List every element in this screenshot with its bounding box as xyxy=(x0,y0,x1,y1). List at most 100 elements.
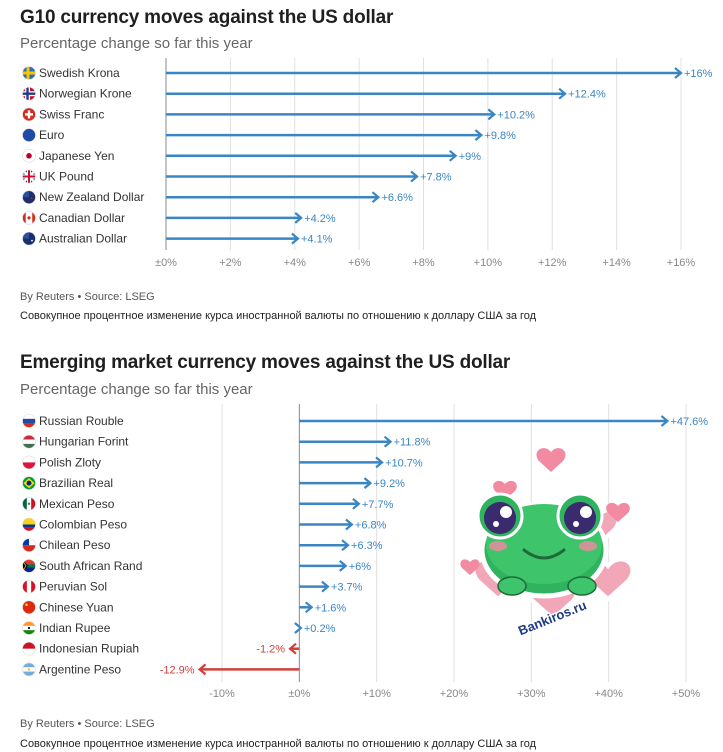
category-label: Indonesian Rupiah xyxy=(39,642,139,656)
flag-icon-pl xyxy=(22,455,36,470)
bar-row: Peruvian Sol +3.7% xyxy=(22,579,363,594)
chart-source: By Reuters • Source: LSEG xyxy=(20,291,155,303)
category-label: Mexican Peso xyxy=(39,497,115,511)
flag-icon-ch xyxy=(22,107,36,122)
category-label: Hungarian Forint xyxy=(39,435,129,449)
flag-icon-pe xyxy=(22,579,36,594)
bar-arrowhead xyxy=(474,129,484,141)
flag-icon-ru xyxy=(22,414,36,428)
value-label: -1.2% xyxy=(256,644,285,656)
category-label: Brazilian Real xyxy=(39,476,113,490)
value-label: +3.7% xyxy=(331,582,363,594)
value-label: +12.4% xyxy=(568,89,606,101)
value-label: +6.6% xyxy=(381,192,413,204)
x-tick-label: +30% xyxy=(517,688,546,700)
x-tick-label: +6% xyxy=(348,257,371,269)
x-tick-label: +10% xyxy=(362,688,391,700)
chart-subtitle: Percentage change so far this year xyxy=(20,35,253,52)
bar-row: Japanese Yen +9% xyxy=(22,149,481,163)
bar-arrowhead xyxy=(321,580,330,593)
x-tick-label: +20% xyxy=(440,688,469,700)
category-label: Swedish Krona xyxy=(39,66,120,80)
bar-row: Indonesian Rupiah -1.2% xyxy=(22,642,300,656)
flag-icon-au xyxy=(22,231,36,246)
chart-caption: Совокупное процентное изменение курса ин… xyxy=(20,738,537,750)
flag-icon-jp xyxy=(22,149,36,163)
bar-arrowhead xyxy=(558,87,567,100)
bar-arrowhead xyxy=(383,435,393,448)
bar-arrowhead xyxy=(339,560,348,572)
category-label: Canadian Dollar xyxy=(39,211,125,225)
category-label: Russian Rouble xyxy=(39,414,124,428)
flag-icon-se xyxy=(22,66,36,80)
bar-arrowhead xyxy=(371,191,381,204)
em-chart-panel: Emerging market currency moves against t… xyxy=(0,340,723,752)
category-label: Australian Dollar xyxy=(39,232,127,246)
category-label: UK Pound xyxy=(39,170,94,184)
bar-arrowhead xyxy=(294,212,303,224)
bar-row: Brazilian Real +9.2% xyxy=(22,476,405,490)
category-label: Indian Rupee xyxy=(39,621,111,635)
x-tick-label: +10% xyxy=(474,257,503,269)
flag-icon-br xyxy=(22,476,36,490)
chart-source: By Reuters • Source: LSEG xyxy=(20,718,155,730)
bar-arrowhead xyxy=(197,663,207,676)
x-tick-label: +12% xyxy=(538,257,567,269)
category-label: Peruvian Sol xyxy=(39,580,107,594)
bar-arrowhead xyxy=(660,415,670,427)
value-label: -12.9% xyxy=(160,664,195,676)
bar-row: New Zealand Dollar +6.6% xyxy=(22,190,413,204)
g10-chart-panel: G10 currency moves against the US dollar… xyxy=(0,0,723,330)
bar-row: Euro +9.8% xyxy=(22,128,516,142)
bar-arrowhead xyxy=(291,232,300,245)
x-tick-label: +50% xyxy=(672,688,701,700)
value-label: +4.2% xyxy=(304,213,336,225)
flag-icon-hu xyxy=(22,434,36,449)
flag-icon-gb xyxy=(22,169,36,184)
category-label: New Zealand Dollar xyxy=(39,190,144,204)
value-label: +47.6% xyxy=(670,416,708,428)
bar-row: Argentine Peso -12.9% xyxy=(22,662,300,676)
value-label: +6% xyxy=(349,561,372,573)
bar-row: Colombian Peso +6.8% xyxy=(22,517,387,532)
bar-row: Mexican Peso +7.7% xyxy=(22,497,394,511)
value-label: +6.8% xyxy=(355,520,387,532)
x-tick-label: ±0% xyxy=(155,257,177,269)
x-tick-label: ±0% xyxy=(288,688,310,700)
value-label: +0.2% xyxy=(304,623,336,635)
category-label: Argentine Peso xyxy=(39,662,121,676)
value-label: +4.1% xyxy=(301,234,333,246)
bar-row: Chinese Yuan +1.6% xyxy=(22,600,347,615)
bar-row: UK Pound +7.8% xyxy=(22,169,452,184)
value-label: +10.2% xyxy=(497,109,535,121)
bar-arrowhead xyxy=(410,170,419,183)
bar-row: Polish Zloty +10.7% xyxy=(22,455,423,470)
bar-row: Indian Rupee +0.2% xyxy=(22,621,336,635)
value-label: +6.3% xyxy=(351,540,383,552)
bar-row: South African Rand +6% xyxy=(22,559,372,573)
x-tick-label: +2% xyxy=(219,257,242,269)
x-tick-label: +4% xyxy=(284,257,307,269)
x-tick-label: +40% xyxy=(594,688,623,700)
flag-icon-co xyxy=(22,517,36,532)
g10-bar-chart: ±0% +2% +4% +6% +8% +10% +12% +14% +16%Swedish K… xyxy=(22,58,713,269)
category-label: Norwegian Krone xyxy=(39,87,132,101)
x-tick-label: +16% xyxy=(667,257,696,269)
category-label: Chinese Yuan xyxy=(39,600,114,614)
value-label: +16% xyxy=(684,68,713,80)
bar-arrowhead xyxy=(674,67,683,79)
bankiros-frog-sticker: Bankiros.ru xyxy=(460,448,635,640)
value-label: +7.8% xyxy=(420,172,452,184)
value-label: +11.8% xyxy=(394,437,431,449)
value-label: +10.7% xyxy=(385,457,423,469)
x-tick-label: +8% xyxy=(412,257,435,269)
category-label: South African Rand xyxy=(39,559,142,573)
bar-arrowhead xyxy=(288,642,297,655)
bar-arrowhead xyxy=(448,149,458,162)
category-label: Colombian Peso xyxy=(39,518,127,532)
value-label: +1.6% xyxy=(315,602,347,614)
bar-arrowhead xyxy=(341,539,350,552)
flag-icon-cn xyxy=(22,600,36,615)
flag-icon-eu xyxy=(22,128,36,142)
bar-arrowhead xyxy=(294,622,303,634)
